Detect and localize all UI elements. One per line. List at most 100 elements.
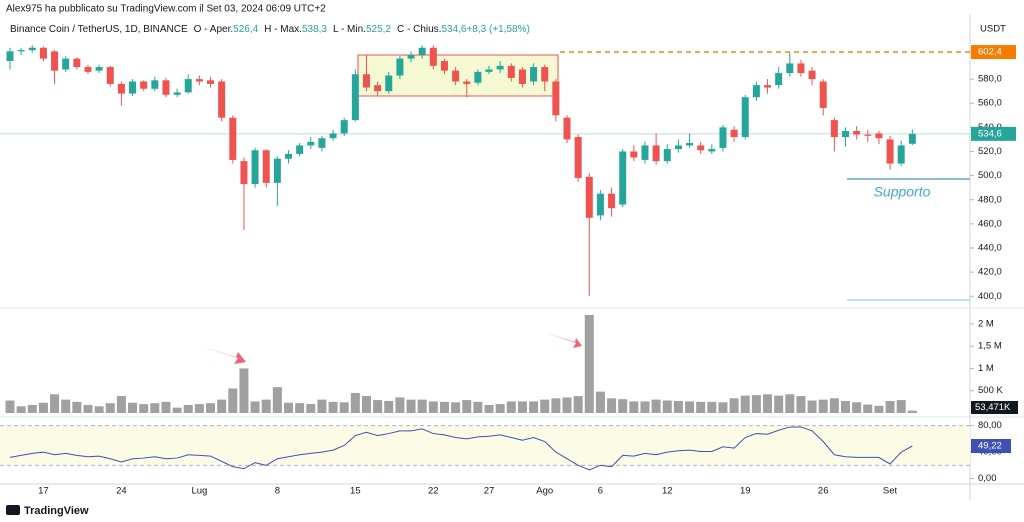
legend-value: 526,4	[233, 24, 258, 35]
candle-body	[385, 75, 393, 92]
candle-body	[362, 74, 370, 88]
candle-body	[207, 80, 215, 84]
candle-body	[463, 81, 471, 84]
volume-bar	[50, 394, 60, 413]
volume-bar	[350, 392, 360, 413]
volume-bar	[284, 402, 293, 413]
volume-bar	[484, 404, 494, 413]
candle-body	[140, 81, 148, 89]
legend-symbol: Binance Coin / TetherUS, 1D, BINANCE	[10, 24, 188, 35]
volume-bar	[373, 400, 383, 413]
candle-body	[619, 151, 627, 205]
legend-label: C - Chius.	[397, 24, 441, 35]
arrow	[546, 333, 582, 348]
candle-body	[474, 71, 482, 83]
volume-bar	[662, 400, 672, 413]
volume-bar	[551, 398, 561, 413]
volume-bar	[640, 401, 650, 413]
volume-bar	[651, 399, 661, 413]
candle-body	[686, 143, 694, 146]
candle-body	[73, 58, 81, 68]
candle-body	[797, 63, 805, 74]
volume-bar	[595, 391, 605, 413]
rsi-tick-label: 0,00	[978, 473, 997, 484]
legend: Binance Coin / TetherUS, 1D, BINANCE O - …	[10, 24, 530, 35]
candle-body	[251, 150, 259, 185]
candle-body	[117, 83, 125, 94]
volume-bar	[361, 396, 371, 413]
volume-bar	[38, 402, 48, 413]
candle-body	[95, 67, 103, 71]
volume-tick-label: 1 M	[978, 363, 994, 374]
candle-body	[296, 145, 304, 154]
volume-bar	[27, 404, 37, 413]
volume-bar	[818, 399, 828, 413]
x-tick-label: 12	[662, 486, 673, 497]
candle-body	[507, 65, 515, 78]
volume-bar	[194, 404, 204, 413]
y-tick-label: 460,0	[978, 218, 1002, 229]
y-tick-label: 400,0	[978, 291, 1002, 302]
y-tick-label: 580,0	[978, 74, 1002, 85]
level-badge	[971, 45, 1016, 60]
volume-bar	[128, 402, 138, 413]
rsi-last-label: 49,22	[978, 441, 1002, 452]
candle-body	[307, 141, 315, 146]
volume-bar	[317, 399, 327, 413]
volume-bar	[94, 406, 104, 413]
candle-body	[440, 61, 448, 71]
volume-bar	[261, 399, 271, 413]
candle-body	[552, 81, 560, 116]
header: Alex975 ha pubblicato su TradingView.com…	[6, 4, 326, 15]
candle-body	[273, 158, 281, 183]
volume-bar	[206, 403, 216, 413]
arrow	[200, 346, 246, 364]
x-tick-label: 17	[38, 486, 49, 497]
volume-bar	[306, 404, 316, 413]
volume-bar	[517, 401, 527, 413]
candle-body	[240, 161, 248, 185]
volume-bar	[729, 398, 739, 413]
volume-bar	[829, 398, 839, 413]
candle-body	[262, 150, 270, 183]
candle-body	[340, 120, 348, 134]
candle-body	[652, 145, 660, 162]
candle-body	[541, 67, 549, 82]
legend-label: L - Min.	[333, 24, 366, 35]
candle-body	[39, 47, 47, 59]
candle-body	[62, 58, 70, 70]
candle-body	[17, 50, 25, 52]
candle-body	[485, 69, 493, 72]
candle-body	[842, 130, 849, 138]
volume-tick-label: 500 K	[978, 385, 1003, 396]
volume-bar	[16, 406, 26, 413]
x-tick-label: 27	[484, 486, 495, 497]
volume-bar	[83, 404, 93, 413]
volume-bar	[473, 401, 483, 413]
candle-body	[318, 138, 326, 148]
candle-body	[641, 145, 649, 160]
x-tick-label: 6	[598, 486, 603, 497]
y-tick-label: 440,0	[978, 243, 1002, 254]
candle-body	[162, 80, 170, 95]
candle-body	[808, 70, 816, 80]
volume-bar	[529, 401, 539, 413]
volume-bar	[451, 402, 461, 413]
x-tick-label: Ago	[536, 486, 553, 497]
y-tick-label: 480,0	[978, 194, 1002, 205]
volume-bar	[139, 404, 149, 413]
volume-bar	[618, 399, 628, 413]
volume-bar	[172, 407, 182, 413]
volume-bar	[718, 402, 728, 413]
volume-bar	[217, 399, 227, 413]
volume-bar	[540, 399, 550, 413]
volume-bar	[841, 400, 850, 413]
volume-bar	[696, 401, 706, 413]
legend-value: 525,2	[366, 24, 391, 35]
currency: USDT	[980, 24, 1006, 35]
x-tick-label: 19	[740, 486, 751, 497]
volume-bar	[295, 403, 305, 413]
candle-body	[697, 145, 705, 151]
legend-label: O - Aper.	[194, 24, 233, 35]
candle-body	[407, 54, 415, 59]
